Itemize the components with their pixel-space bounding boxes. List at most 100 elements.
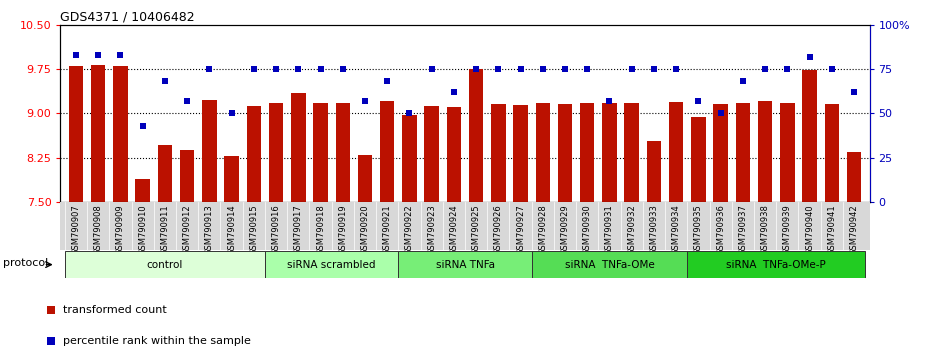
Bar bbox=[224, 156, 239, 202]
Text: GSM790907: GSM790907 bbox=[72, 204, 81, 255]
Text: GSM790935: GSM790935 bbox=[694, 204, 703, 255]
Text: siRNA  TNFa-OMe: siRNA TNFa-OMe bbox=[565, 259, 655, 270]
Point bbox=[558, 66, 573, 72]
Text: GSM790923: GSM790923 bbox=[427, 204, 436, 255]
Bar bbox=[491, 104, 506, 202]
Point bbox=[846, 89, 861, 95]
Point bbox=[157, 79, 172, 84]
Bar bbox=[780, 103, 794, 202]
Bar bbox=[202, 100, 217, 202]
Point bbox=[379, 79, 394, 84]
Bar bbox=[265, 251, 398, 278]
Text: GSM790921: GSM790921 bbox=[383, 204, 392, 255]
Text: siRNA  TNFa-OMe-P: siRNA TNFa-OMe-P bbox=[726, 259, 826, 270]
Bar bbox=[91, 65, 105, 202]
Point bbox=[113, 52, 128, 58]
Text: GSM790924: GSM790924 bbox=[449, 204, 458, 255]
Point bbox=[179, 98, 194, 104]
Bar bbox=[532, 251, 687, 278]
Point bbox=[313, 66, 328, 72]
Bar bbox=[825, 104, 839, 202]
Point bbox=[69, 52, 84, 58]
Text: GSM790918: GSM790918 bbox=[316, 204, 325, 255]
Bar bbox=[513, 105, 528, 202]
Text: GSM790916: GSM790916 bbox=[272, 204, 281, 255]
Point bbox=[135, 123, 150, 129]
Text: siRNA scrambled: siRNA scrambled bbox=[287, 259, 376, 270]
Bar bbox=[69, 66, 83, 202]
Text: transformed count: transformed count bbox=[63, 305, 167, 315]
Bar bbox=[336, 103, 350, 202]
Point bbox=[923, 195, 930, 201]
Point bbox=[202, 66, 217, 72]
Text: GSM790938: GSM790938 bbox=[761, 204, 770, 255]
Text: GSM790909: GSM790909 bbox=[116, 204, 125, 255]
Text: GSM790915: GSM790915 bbox=[249, 204, 259, 255]
Point bbox=[691, 98, 706, 104]
Bar bbox=[847, 152, 861, 202]
Point bbox=[336, 66, 351, 72]
Point bbox=[491, 66, 506, 72]
Point bbox=[402, 110, 417, 116]
Bar bbox=[603, 103, 617, 202]
Bar bbox=[65, 251, 265, 278]
Text: protocol: protocol bbox=[3, 258, 48, 268]
Text: GSM790925: GSM790925 bbox=[472, 204, 481, 255]
Bar bbox=[758, 102, 772, 202]
Text: GDS4371 / 10406482: GDS4371 / 10406482 bbox=[60, 11, 195, 24]
Bar bbox=[136, 179, 150, 202]
Text: GSM790917: GSM790917 bbox=[294, 204, 303, 255]
Point bbox=[424, 66, 439, 72]
Point bbox=[513, 66, 528, 72]
Bar bbox=[536, 103, 550, 202]
Bar bbox=[713, 104, 728, 202]
Point bbox=[579, 66, 594, 72]
Bar bbox=[398, 251, 532, 278]
Point bbox=[646, 66, 661, 72]
Bar bbox=[446, 107, 461, 202]
Point bbox=[802, 54, 817, 59]
Text: GSM790940: GSM790940 bbox=[805, 204, 814, 255]
Bar bbox=[179, 150, 194, 202]
Point bbox=[736, 79, 751, 84]
Text: GSM790932: GSM790932 bbox=[627, 204, 636, 255]
Text: siRNA TNFa: siRNA TNFa bbox=[435, 259, 495, 270]
Point bbox=[602, 98, 617, 104]
Point bbox=[469, 66, 484, 72]
Text: percentile rank within the sample: percentile rank within the sample bbox=[63, 336, 251, 346]
Point bbox=[824, 66, 839, 72]
Text: GSM790931: GSM790931 bbox=[605, 204, 614, 255]
Text: GSM790908: GSM790908 bbox=[94, 204, 102, 255]
Bar bbox=[803, 70, 817, 202]
Text: GSM790937: GSM790937 bbox=[738, 204, 748, 255]
Text: GSM790942: GSM790942 bbox=[849, 204, 858, 255]
Text: GSM790920: GSM790920 bbox=[361, 204, 369, 255]
Point bbox=[669, 66, 684, 72]
Point bbox=[758, 66, 773, 72]
Text: GSM790929: GSM790929 bbox=[561, 204, 569, 255]
Point bbox=[357, 98, 372, 104]
Bar bbox=[380, 102, 394, 202]
Text: GSM790919: GSM790919 bbox=[339, 204, 347, 255]
Point bbox=[224, 110, 239, 116]
Text: control: control bbox=[147, 259, 183, 270]
Text: GSM790926: GSM790926 bbox=[494, 204, 503, 255]
Point bbox=[246, 66, 261, 72]
Bar bbox=[291, 93, 306, 202]
Bar bbox=[246, 106, 261, 202]
Bar bbox=[580, 103, 594, 202]
Bar bbox=[358, 155, 372, 202]
Text: GSM790914: GSM790914 bbox=[227, 204, 236, 255]
Bar bbox=[424, 106, 439, 202]
Text: GSM790939: GSM790939 bbox=[783, 204, 791, 255]
Point bbox=[291, 66, 306, 72]
Text: GSM790913: GSM790913 bbox=[205, 204, 214, 255]
Bar bbox=[691, 118, 706, 202]
Point bbox=[446, 89, 461, 95]
Bar bbox=[624, 103, 639, 202]
Point bbox=[780, 66, 795, 72]
Text: GSM790910: GSM790910 bbox=[139, 204, 147, 255]
Point bbox=[91, 52, 106, 58]
Text: GSM790930: GSM790930 bbox=[583, 204, 591, 255]
Bar bbox=[646, 141, 661, 202]
